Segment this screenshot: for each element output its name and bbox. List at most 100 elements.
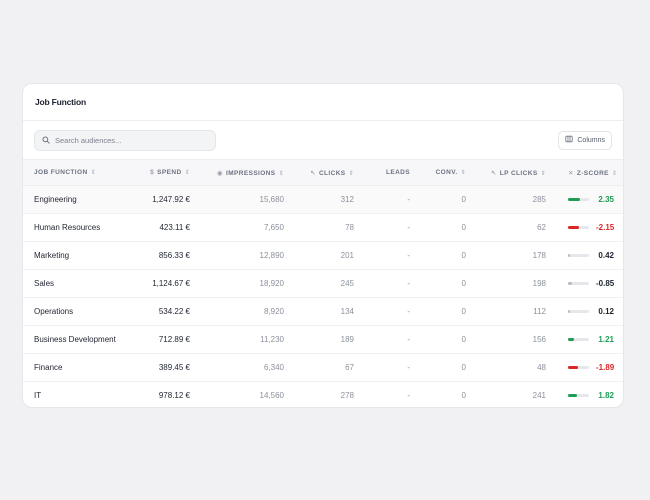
eye-icon: ◉: [216, 169, 223, 177]
cell-impressions: 14,560: [259, 391, 284, 401]
columns-button[interactable]: Columns: [558, 130, 612, 150]
sort-icon: ⇕: [540, 170, 546, 177]
cell-job-function: Engineering: [34, 195, 77, 204]
cell-job-function: Finance: [34, 363, 63, 372]
z-score-bar-fill: [568, 310, 570, 313]
header-z-score[interactable]: ✕ Z-SCORE ⇕: [557, 160, 623, 186]
cell-clicks: 201: [340, 251, 354, 260]
cell-conv: 0: [461, 363, 466, 372]
cell-clicks: 78: [345, 223, 354, 232]
cell-spend: 856.33 €: [158, 251, 190, 260]
z-score-bar: [568, 338, 589, 341]
z-score-bar: [568, 198, 589, 201]
cell-lp-clicks: 178: [532, 251, 546, 260]
cell-impressions: 7,650: [263, 223, 284, 232]
z-score-bar-fill: [568, 338, 575, 341]
cursor-icon: ↖: [310, 169, 316, 177]
sort-icon: ⇕: [460, 170, 466, 176]
z-score-value: -1.89: [596, 363, 615, 372]
sort-icon: ⇕: [348, 170, 354, 177]
cell-lp-clicks: 62: [537, 223, 546, 232]
header-label: Z-SCORE: [576, 169, 609, 177]
z-score-bar-fill: [568, 198, 581, 201]
cell-z-score: 0.42: [557, 242, 623, 270]
job-function-card: Job Function Columns JOB FUNCTION⇕ $SPEN…: [22, 83, 624, 408]
table-row[interactable]: IT 978.12 € 14,560 278 - 0 241 1.82: [23, 382, 623, 408]
cell-clicks: 312: [340, 195, 354, 204]
cell-lp-clicks: 48: [537, 363, 546, 372]
table-row[interactable]: Marketing 856.33 € 12,890 201 - 0 178 0.42: [23, 242, 623, 270]
cell-clicks: 134: [340, 307, 354, 316]
cell-z-score: 0.12: [557, 298, 623, 326]
cell-leads: -: [407, 391, 410, 401]
cell-lp-clicks: 198: [532, 279, 546, 288]
z-score-bar: [568, 394, 589, 398]
cell-spend: 1,124.67 €: [152, 279, 190, 288]
header-leads[interactable]: LEADS: [365, 160, 421, 186]
cell-impressions: 12,890: [259, 251, 284, 260]
z-score-value: -0.85: [596, 279, 615, 288]
header-label: IMPRESSIONS: [226, 169, 276, 177]
z-score-value: 0.12: [598, 307, 614, 316]
table-row[interactable]: Finance 389.45 € 6,340 67 - 0 48 -1.89: [23, 354, 623, 382]
header-lp-clicks[interactable]: ↖ LP CLICKS ⇕: [477, 160, 557, 186]
header-label: CONV.: [435, 169, 458, 176]
cell-job-function: IT: [34, 391, 42, 401]
sort-icon: ⇕: [90, 170, 96, 176]
audience-table: JOB FUNCTION ⇕ $ SPEND ⇕ ◉ IMPRESSIONS ⇕ ↖ CLI…: [23, 159, 623, 408]
table-row[interactable]: Business Development 712.89 € 11,230 189 - 0 1…: [23, 326, 623, 354]
z-score-value: 2.35: [598, 195, 614, 204]
cell-job-function: Business Development: [34, 335, 116, 344]
cell-impressions: 18,920: [259, 279, 284, 288]
z-score-bar-fill: [568, 254, 571, 257]
z-score-bar-fill: [568, 226, 580, 229]
table-row[interactable]: Human Resources 423.11 € 7,650 78 - 0 62 -2.15: [23, 214, 623, 242]
cell-lp-clicks: 112: [533, 307, 546, 316]
cell-leads: -: [407, 251, 410, 260]
z-score-value: -2.15: [596, 223, 615, 232]
cell-spend: 1,247.92 €: [152, 195, 190, 204]
cell-conv: 0: [461, 251, 466, 260]
cell-z-score: -1.89: [557, 354, 623, 382]
cell-lp-clicks: 285: [532, 195, 546, 204]
cell-leads: -: [407, 223, 410, 232]
columns-button-label: Columns: [577, 136, 605, 144]
cell-impressions: 6,340: [263, 363, 284, 372]
columns-icon: [565, 135, 573, 145]
z-score-bar: [568, 282, 589, 285]
cell-conv: 0: [461, 335, 466, 344]
cell-clicks: 189: [340, 335, 354, 344]
cell-job-function: Human Resources: [34, 223, 101, 232]
cell-leads: -: [407, 307, 410, 316]
cell-z-score: 1.21: [557, 326, 623, 354]
cell-spend: 423.11 €: [159, 223, 190, 232]
header-label: LEADS: [385, 169, 410, 176]
z-score-bar-fill: [568, 366, 578, 369]
cell-job-function: Marketing: [34, 251, 70, 260]
cell-z-score: -0.85: [557, 270, 623, 298]
search-icon: [42, 131, 50, 149]
z-score-bar: [568, 226, 589, 229]
search-input[interactable]: [55, 135, 205, 145]
card-title: Job Function: [35, 97, 86, 107]
cell-clicks: 245: [340, 279, 354, 288]
table-row[interactable]: Operations 534.22 € 8,920 134 - 0 112 0.12: [23, 298, 623, 326]
table-row[interactable]: Engineering 1,247.92 € 15,680 312 - 0 285 2.35: [23, 185, 623, 214]
cell-leads: -: [407, 363, 410, 372]
z-score-value: 1.82: [598, 391, 614, 401]
header-clicks[interactable]: ↖ CLICKS ⇕: [295, 160, 365, 186]
header-impressions[interactable]: ◉ IMPRESSIONS ⇕: [201, 160, 295, 186]
header-spend[interactable]: $ SPEND ⇕: [133, 160, 201, 186]
cell-spend: 978.12 €: [158, 391, 190, 401]
cell-leads: -: [407, 195, 410, 204]
toolbar: Columns: [23, 121, 623, 159]
table-row[interactable]: Sales 1,124.67 € 18,920 245 - 0 198 -0.85: [23, 270, 623, 298]
search-box[interactable]: [34, 129, 216, 151]
sort-icon: ⇕: [184, 170, 190, 176]
header-job-function[interactable]: JOB FUNCTION ⇕: [23, 160, 133, 186]
z-score-value: 0.42: [598, 251, 614, 260]
card-header: Job Function: [23, 84, 623, 121]
z-score-bar: [568, 366, 589, 369]
cell-impressions: 11,230: [260, 335, 284, 344]
header-conv[interactable]: CONV. ⇕: [421, 160, 477, 186]
